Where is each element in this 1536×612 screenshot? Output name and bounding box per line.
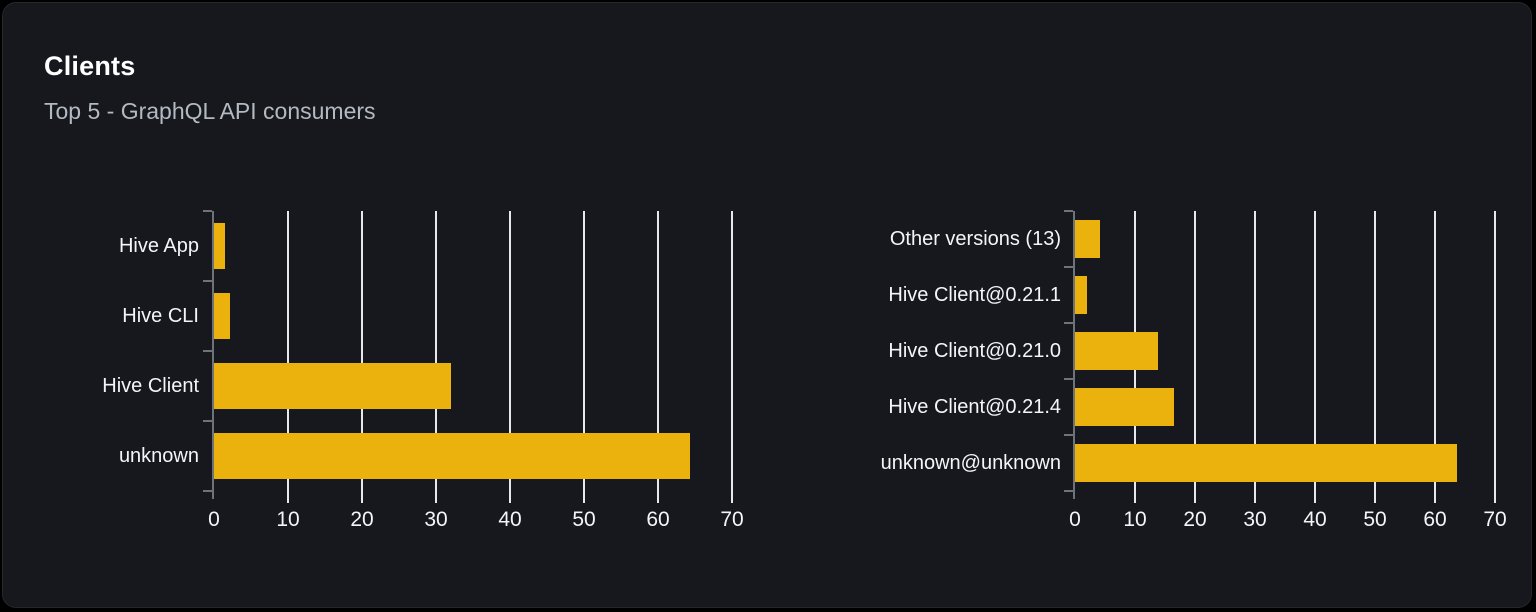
x-tick-label: 50 — [572, 508, 596, 531]
x-tick-label: 40 — [498, 508, 522, 531]
bar-hive-client-0-21-0 — [1075, 332, 1158, 370]
x-tick-label: 0 — [1069, 508, 1081, 531]
bar-other-versions-13- — [1075, 220, 1100, 258]
bar-hive-client-0-21-4 — [1075, 388, 1174, 426]
x-tick-label: 0 — [208, 508, 220, 531]
x-tick-label: 20 — [1183, 508, 1207, 531]
clients-by-version-chart: 0 10 20 30 40 50 60 70 Other versions (13) Hive C… — [3, 3, 1531, 607]
gridline-40 — [509, 211, 511, 503]
bar-hive-client — [214, 363, 451, 409]
gridline-30 — [1254, 211, 1256, 503]
bar-hive-client-0-21-1 — [1075, 276, 1087, 314]
category-label: Hive Client — [102, 375, 199, 397]
category-label: unknown@unknown — [880, 452, 1061, 474]
x-tick-label: 20 — [350, 508, 374, 531]
gridline-50 — [583, 211, 585, 503]
category-label: Hive CLI — [122, 305, 199, 327]
x-tick-label: 70 — [720, 508, 744, 531]
gridline-50 — [1374, 211, 1376, 503]
y-axis-tick — [203, 350, 212, 352]
category-label: unknown — [118, 445, 199, 467]
category-label: Hive Client@0.21.0 — [888, 340, 1061, 362]
y-axis-tick — [1064, 378, 1073, 380]
y-axis-tick — [1064, 266, 1073, 268]
y-axis-line — [212, 211, 214, 499]
category-label: Hive Client@0.21.4 — [888, 396, 1061, 418]
y-axis-tick — [203, 490, 212, 492]
x-tick-label: 10 — [1123, 508, 1147, 531]
x-tick-label: 70 — [1483, 508, 1507, 531]
category-label: Hive Client@0.21.1 — [888, 284, 1061, 306]
gridline-10 — [287, 211, 289, 503]
gridline-60 — [1434, 211, 1436, 503]
x-tick-label: 40 — [1303, 508, 1327, 531]
x-tick-label: 10 — [276, 508, 300, 531]
y-axis-line — [1073, 211, 1075, 499]
clients-by-name-chart: 0 10 20 30 40 50 60 70 Hive App Hive CLI Hive Clie… — [3, 3, 1531, 607]
gridline-40 — [1314, 211, 1316, 503]
y-axis-tick — [203, 280, 212, 282]
x-tick-label: 30 — [424, 508, 448, 531]
gridline-20 — [1194, 211, 1196, 503]
card-title: Clients — [44, 51, 136, 81]
y-axis-tick — [1064, 490, 1073, 492]
card-subtitle: Top 5 - GraphQL API consumers — [44, 98, 376, 124]
bar-unknown-unknown — [1075, 444, 1457, 482]
x-tick-label: 30 — [1243, 508, 1267, 531]
bar-hive-app — [214, 223, 225, 269]
x-tick-label: 60 — [646, 508, 670, 531]
gridline-60 — [657, 211, 659, 503]
bar-unknown — [214, 433, 690, 479]
category-label: Other versions (13) — [889, 228, 1061, 250]
gridline-70 — [1494, 211, 1496, 503]
y-axis-tick — [203, 420, 212, 422]
x-tick-label: 50 — [1363, 508, 1387, 531]
bar-hive-cli — [214, 293, 230, 339]
gridline-20 — [361, 211, 363, 503]
y-axis-tick — [1064, 210, 1073, 212]
gridline-30 — [435, 211, 437, 503]
category-label: Hive App — [118, 235, 199, 257]
y-axis-tick — [203, 210, 212, 212]
y-axis-tick — [1064, 434, 1073, 436]
gridline-70 — [731, 211, 733, 503]
y-axis-tick — [1064, 322, 1073, 324]
x-tick-label: 60 — [1423, 508, 1447, 531]
